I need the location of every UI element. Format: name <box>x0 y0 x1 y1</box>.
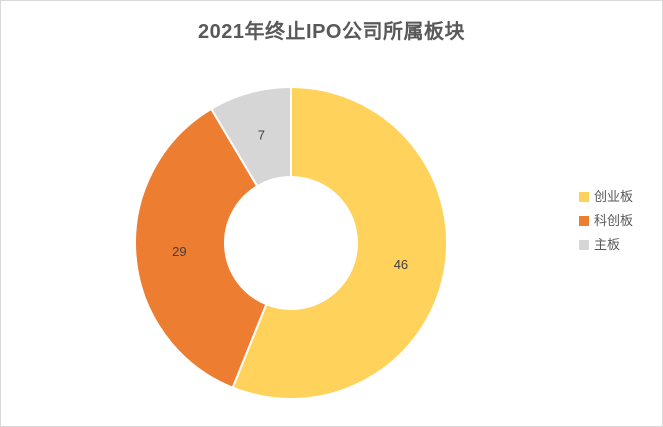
legend-swatch-kechuangban <box>579 215 589 226</box>
legend-item-chuangyeban: 创业板 <box>579 190 633 203</box>
legend-swatch-zhuban <box>579 239 589 250</box>
legend-item-kechuangban: 科创板 <box>579 214 633 227</box>
legend-item-zhuban: 主板 <box>579 238 633 251</box>
slice-value-label-0: 46 <box>394 257 408 272</box>
legend-swatch-chuangyeban <box>579 191 589 202</box>
chart-title: 2021年终止IPO公司所属板块 <box>198 21 465 43</box>
donut-slice-0 <box>231 85 448 400</box>
legend-label-chuangyeban: 创业板 <box>594 189 634 204</box>
slice-value-label-1: 29 <box>172 244 186 259</box>
legend: 创业板 科创板 主板 <box>579 190 633 251</box>
donut-slice-2 <box>209 85 292 188</box>
legend-label-zhuban: 主板 <box>594 237 621 252</box>
donut-slice-1 <box>134 107 268 389</box>
legend-label-kechuangban: 科创板 <box>594 213 634 228</box>
slice-value-label-2: 7 <box>258 128 265 143</box>
